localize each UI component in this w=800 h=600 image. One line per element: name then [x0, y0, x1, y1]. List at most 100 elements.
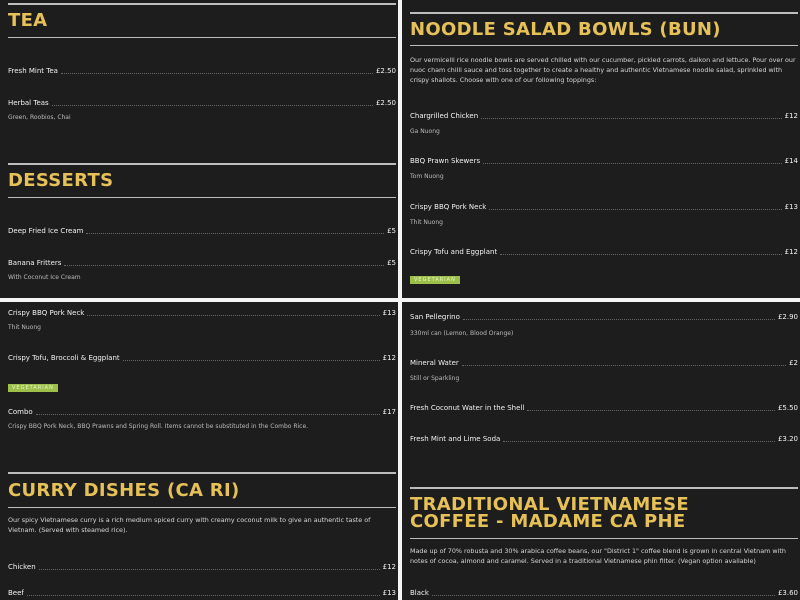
- leader-dots: [483, 163, 782, 164]
- item-price: £13: [784, 203, 798, 211]
- item-name: Deep Fried Ice Cream: [8, 227, 84, 235]
- section-title-desserts: DESSERTS: [8, 170, 114, 191]
- menu-item[interactable]: Crispy BBQ Pork Neck £13: [410, 203, 798, 212]
- menu-panel-drinks-coffee: San Pellegrino £2.90 330ml can (Lemon, Bl…: [402, 302, 800, 600]
- leader-dots: [527, 410, 775, 411]
- leader-dots: [500, 254, 782, 255]
- item-name: Fresh Mint and Lime Soda: [410, 435, 501, 443]
- menu-item[interactable]: BBQ Prawn Skewers £14: [410, 157, 798, 166]
- item-price: £12: [382, 563, 396, 571]
- menu-item[interactable]: Crispy Tofu and Eggplant £12: [410, 248, 798, 257]
- item-price: £13: [382, 589, 396, 597]
- badge-wrap: VEGETARIAN: [8, 374, 396, 393]
- item-subtitle: Crispy BBQ Pork Neck, BBQ Prawns and Spr…: [8, 423, 309, 430]
- item-subtitle: Ga Nuong: [410, 128, 440, 135]
- leader-dots: [503, 441, 775, 442]
- menu-panel-rice-curry: Crispy BBQ Pork Neck £13 Thit Nuong Crisp…: [0, 302, 398, 600]
- item-name: Banana Fritters: [8, 259, 62, 267]
- item-name: Herbal Teas: [8, 99, 49, 107]
- item-price: £12: [382, 354, 396, 362]
- menu-item[interactable]: Deep Fried Ice Cream £5: [8, 227, 396, 236]
- item-subtitle: Green, Roobios, Chai: [8, 114, 71, 121]
- menu-item[interactable]: Crispy Tofu, Broccoli & Eggplant £12: [8, 354, 396, 363]
- item-name: Fresh Coconut Water in the Shell: [410, 404, 525, 412]
- item-name: Combo: [8, 408, 33, 416]
- menu-item[interactable]: San Pellegrino £2.90: [410, 313, 798, 322]
- menu-item[interactable]: Herbal Teas £2.50: [8, 99, 396, 108]
- section-title-tea: TEA: [8, 10, 48, 31]
- section-title-noodle-salad: NOODLE SALAD BOWLS (BUN): [410, 19, 721, 40]
- section-description: Made up of 70% robusta and 30% arabica c…: [410, 547, 786, 565]
- divider: [8, 472, 396, 474]
- item-price: £17: [382, 408, 396, 416]
- item-name: Crispy BBQ Pork Neck: [8, 309, 85, 317]
- divider: [410, 538, 798, 539]
- item-price: £5: [387, 259, 396, 267]
- item-subtitle: Tom Nuong: [410, 173, 444, 180]
- divider: [8, 3, 396, 5]
- leader-dots: [64, 265, 385, 266]
- item-price: £3.20: [777, 435, 798, 443]
- vegetarian-badge: VEGETARIAN: [410, 276, 460, 284]
- item-price: £5: [387, 227, 396, 235]
- item-price: £12: [784, 112, 798, 120]
- badge-wrap: VEGETARIAN: [410, 266, 798, 285]
- leader-dots: [87, 315, 380, 316]
- divider: [8, 37, 396, 38]
- item-name: Beef: [8, 589, 24, 597]
- item-name: Fresh Mint Tea: [8, 67, 58, 75]
- leader-dots: [431, 595, 775, 596]
- menu-item[interactable]: Fresh Mint and Lime Soda £3.20: [410, 435, 798, 444]
- item-name: BBQ Prawn Skewers: [410, 157, 481, 165]
- item-subtitle: 330ml can (Lemon, Blood Orange): [410, 330, 514, 337]
- leader-dots: [60, 73, 373, 74]
- menu-item[interactable]: Chicken £12: [8, 563, 396, 572]
- item-price: £12: [784, 248, 798, 256]
- leader-dots: [462, 319, 775, 320]
- item-subtitle: Still or Sparkling: [410, 375, 460, 382]
- leader-dots: [461, 365, 787, 366]
- divider: [8, 197, 396, 198]
- item-name: Black: [410, 589, 429, 597]
- menu-item[interactable]: Combo £17: [8, 408, 396, 417]
- item-price: £2.90: [777, 313, 798, 321]
- leader-dots: [122, 360, 380, 361]
- item-price: £2.50: [375, 67, 396, 75]
- item-price: £5.50: [777, 404, 798, 412]
- menu-item[interactable]: Crispy BBQ Pork Neck £13: [8, 309, 396, 318]
- leader-dots: [481, 118, 782, 119]
- section-description: Our vermicelli rice noodle bowls are ser…: [410, 56, 796, 84]
- item-name: San Pellegrino: [410, 313, 460, 321]
- divider: [410, 45, 798, 46]
- divider: [8, 507, 396, 508]
- item-name: Crispy Tofu, Broccoli & Eggplant: [8, 354, 120, 362]
- leader-dots: [51, 105, 373, 106]
- divider: [8, 163, 396, 165]
- vegetarian-badge: VEGETARIAN: [8, 384, 58, 392]
- menu-item[interactable]: Fresh Mint Tea £2.50: [8, 67, 396, 76]
- section-title-curry: CURRY DISHES (CA RI): [8, 480, 240, 501]
- menu-panel-tea-desserts: TEA Fresh Mint Tea £2.50 Herbal Teas £2.50…: [0, 0, 398, 298]
- item-subtitle: With Coconut Ice Cream: [8, 274, 81, 281]
- item-name: Crispy Tofu and Eggplant: [410, 248, 498, 256]
- item-name: Chicken: [8, 563, 36, 571]
- menu-item[interactable]: Black £3.60: [410, 589, 798, 598]
- menu-item[interactable]: Banana Fritters £5: [8, 259, 396, 268]
- item-name: Crispy BBQ Pork Neck: [410, 203, 487, 211]
- menu-item[interactable]: Chargrilled Chicken £12: [410, 112, 798, 121]
- item-subtitle: Thit Nuong: [8, 324, 41, 331]
- item-subtitle: Thit Nuong: [410, 219, 443, 226]
- divider: [410, 487, 798, 489]
- item-price: £2: [789, 359, 798, 367]
- menu-item[interactable]: Beef £13: [8, 589, 396, 598]
- menu-item[interactable]: Mineral Water £2: [410, 359, 798, 368]
- item-name: Mineral Water: [410, 359, 459, 367]
- item-price: £13: [382, 309, 396, 317]
- leader-dots: [38, 569, 380, 570]
- item-price: £14: [784, 157, 798, 165]
- divider: [410, 12, 798, 14]
- item-price: £3.60: [777, 589, 798, 597]
- item-name: Chargrilled Chicken: [410, 112, 479, 120]
- menu-item[interactable]: Fresh Coconut Water in the Shell £5.50: [410, 404, 798, 413]
- item-price: £2.50: [375, 99, 396, 107]
